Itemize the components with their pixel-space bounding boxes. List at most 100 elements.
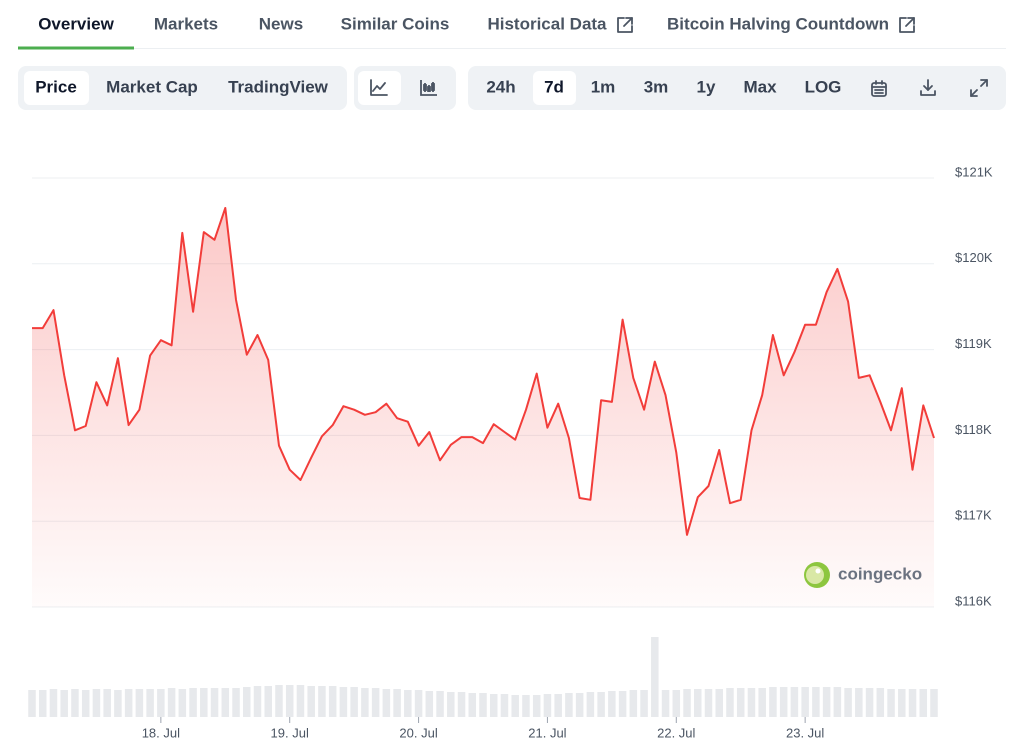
coingecko-logo-eye [815, 568, 821, 574]
volume-bar [221, 688, 230, 717]
volume-bar [38, 690, 47, 717]
active-tab-underline [18, 46, 134, 50]
range-button[interactable]: 7d [544, 77, 564, 96]
active-button-bg [24, 71, 89, 105]
tab[interactable]: Historical Data [487, 14, 607, 33]
volume-bar [285, 685, 294, 717]
volume-bar [812, 687, 820, 717]
range-button[interactable]: 24h [486, 77, 515, 96]
volume-bar [178, 689, 187, 717]
volume-bar [844, 688, 852, 717]
tab[interactable]: Markets [154, 14, 218, 33]
y-tick-label: $118K [955, 422, 992, 437]
volume-bar [103, 689, 111, 717]
x-tick-label: 20. Jul [399, 725, 437, 740]
volume-bar [275, 685, 283, 717]
watermark-text: coingecko [838, 564, 922, 583]
volume-bar [447, 692, 455, 717]
tab[interactable]: Overview [38, 14, 114, 33]
view-button[interactable]: TradingView [228, 77, 329, 96]
watermark: coingecko [804, 562, 922, 588]
volume-bar [350, 687, 358, 717]
volume-bar [833, 687, 842, 717]
calendar-button[interactable] [871, 80, 887, 97]
range-button[interactable]: 1m [591, 77, 616, 96]
volume-bar [393, 689, 401, 717]
volume-bar [92, 689, 101, 717]
volume-bar [554, 694, 562, 717]
candle-chart-button[interactable] [420, 80, 437, 96]
range-button[interactable]: Max [743, 77, 777, 96]
volume-bar [747, 688, 756, 717]
tab[interactable]: News [259, 14, 303, 33]
view-button[interactable]: Price [35, 77, 77, 96]
volume-bar [661, 690, 670, 717]
volume-bar [457, 692, 466, 717]
x-tick-label: 22. Jul [657, 725, 695, 740]
volume-bar [715, 689, 723, 717]
download-button[interactable] [920, 79, 936, 96]
volume-bar [575, 693, 584, 717]
volume-bar [908, 689, 917, 717]
volume-bar [232, 688, 240, 717]
volume-bar [565, 693, 573, 717]
external-link-icon [617, 17, 633, 33]
x-tick-label: 19. Jul [271, 725, 309, 740]
volume-bar [618, 691, 627, 717]
volume-bar [60, 690, 68, 717]
volume-bar [887, 689, 895, 717]
volume-bar [371, 688, 380, 717]
active-button-bg [533, 71, 576, 105]
volume-bar [318, 686, 326, 717]
price-series [32, 207, 935, 607]
volume-bar [49, 689, 58, 717]
volume-bar [414, 690, 423, 717]
volume-bar [243, 687, 251, 717]
y-tick-label: $119K [955, 336, 992, 351]
volume-bar [865, 688, 874, 717]
range-button[interactable]: LOG [805, 77, 842, 96]
price-line [32, 207, 935, 536]
volume-bar [479, 693, 487, 717]
range-button[interactable]: 3m [644, 77, 669, 96]
volume-bar [167, 688, 176, 717]
volume-bar [124, 689, 133, 717]
volume-bar [543, 694, 552, 717]
volume-bar [876, 688, 885, 717]
volume-bar [81, 690, 90, 717]
y-tick-label: $117K [955, 508, 992, 523]
tab[interactable]: Bitcoin Halving Countdown [667, 14, 889, 33]
volume-bar [468, 693, 477, 717]
volume-bar [71, 689, 79, 717]
tab[interactable]: Similar Coins [341, 14, 450, 33]
volume-bar [779, 687, 788, 717]
volume-bar [608, 691, 616, 717]
volume-bar [253, 686, 262, 717]
volume-bar [189, 688, 197, 717]
volume-bar [382, 689, 391, 717]
volume-bar [898, 689, 906, 717]
volume-bar [651, 637, 659, 717]
volume-bar [296, 685, 305, 717]
volume-bar [114, 690, 122, 717]
volume-bar [28, 690, 36, 717]
range-button[interactable]: 1y [697, 77, 716, 96]
coingecko-logo-inner [806, 566, 824, 584]
volume-bars [28, 637, 938, 717]
y-tick-label: $116K [955, 593, 992, 608]
axes: $116K $117K $118K $119K $120K $121K 18. Jul 19.… [142, 164, 993, 740]
volume-bar [822, 687, 831, 717]
line-chart-button[interactable] [370, 79, 388, 96]
fullscreen-button[interactable] [970, 79, 988, 97]
toolbar-buttons: Price Market Cap TradingView 24h 7d 1m 3m 1y Max… [35, 77, 841, 96]
volume-bar [790, 687, 799, 717]
volume-bar [264, 686, 272, 717]
view-button[interactable]: Market Cap [106, 77, 198, 96]
price-area [32, 208, 934, 607]
volume-bar [640, 690, 648, 717]
y-tick-label: $120K [955, 250, 993, 265]
x-tick-label: 18. Jul [142, 725, 180, 740]
volume-bar [726, 688, 734, 717]
